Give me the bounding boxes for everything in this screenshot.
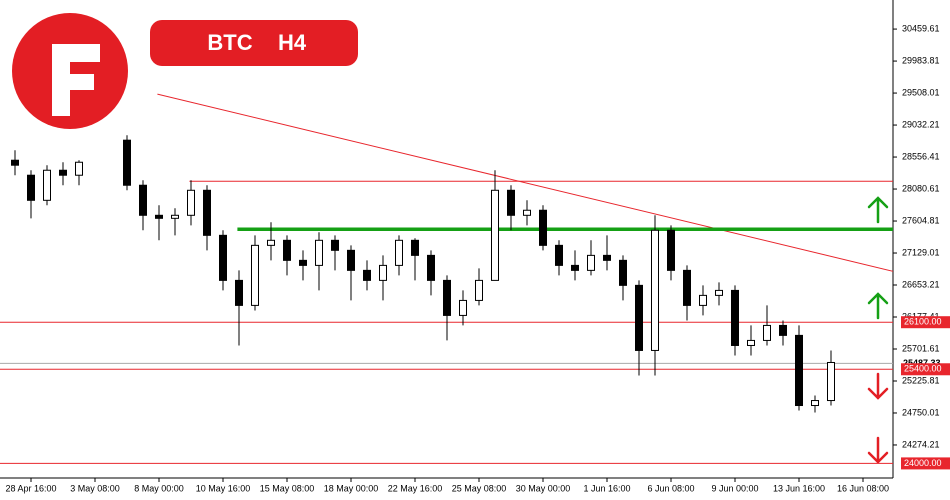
- x-tick-label: 15 May 08:00: [260, 483, 315, 493]
- candle-body: [635, 284, 643, 351]
- badge: [150, 20, 358, 66]
- candle-body: [411, 239, 419, 256]
- candle-body: [123, 139, 131, 186]
- x-tick-label: 22 May 16:00: [388, 483, 443, 493]
- candle-body: [219, 234, 227, 281]
- candle-body: [347, 249, 355, 271]
- x-tick-label: 25 May 08:00: [452, 483, 507, 493]
- level-label-box: [901, 316, 950, 329]
- candle-body: [779, 324, 787, 336]
- last-price-label: 25487.33: [903, 358, 941, 368]
- candle-body: [443, 279, 451, 316]
- candle-body: [587, 254, 595, 271]
- candle-body: [491, 189, 499, 281]
- candle-body: [27, 174, 35, 201]
- candle-body: [315, 239, 323, 266]
- candle-body: [43, 169, 51, 201]
- y-tick-label: 25225.81: [902, 375, 940, 385]
- candle-body: [603, 254, 611, 261]
- trend-line: [157, 93, 894, 272]
- candle-body: [667, 229, 675, 271]
- candle-body: [331, 239, 339, 251]
- y-tick-label: 29508.01: [902, 87, 940, 97]
- candle-body: [299, 259, 307, 266]
- candle-body: [11, 159, 19, 166]
- arrow-down: [867, 372, 889, 400]
- level-label: 26100.00: [904, 317, 942, 327]
- y-tick-label: 29983.81: [902, 55, 940, 65]
- candle-body: [171, 214, 179, 219]
- candle-body: [731, 289, 739, 346]
- candle-body: [795, 334, 803, 407]
- candle-body: [539, 209, 547, 246]
- candle-body: [427, 254, 435, 281]
- candle-body: [475, 279, 483, 301]
- badge-symbol: BTC: [207, 30, 252, 55]
- candle-body: [715, 289, 723, 296]
- y-tick-label: 30459.61: [902, 23, 940, 33]
- arrow-up: [867, 292, 889, 320]
- level-label: 25400.00: [904, 364, 942, 374]
- x-tick-label: 28 Apr 16:00: [5, 483, 56, 493]
- candle-body: [187, 189, 195, 216]
- candle-body: [459, 299, 467, 316]
- candle-body: [267, 239, 275, 246]
- signal-arrows: [867, 196, 889, 464]
- x-tick-label: 18 May 00:00: [324, 483, 379, 493]
- logo: [12, 13, 128, 129]
- candle-body: [251, 244, 259, 306]
- candle-body: [395, 239, 403, 266]
- candle-body: [683, 269, 691, 306]
- candle-body: [619, 259, 627, 286]
- x-tick-label: 1 Jun 16:00: [583, 483, 630, 493]
- candle-body: [747, 339, 755, 346]
- logo-letter: [52, 44, 100, 116]
- y-tick-label: 27129.01: [902, 247, 940, 257]
- candle-body: [363, 269, 371, 281]
- arrow-up: [867, 196, 889, 224]
- y-tick-label: 24274.21: [902, 439, 940, 449]
- x-tick-label: 8 May 00:00: [134, 483, 184, 493]
- y-tick-label: 24750.01: [902, 407, 940, 417]
- y-tick-label: 25701.61: [902, 343, 940, 353]
- candle-body: [203, 189, 211, 236]
- candle-body: [827, 361, 835, 402]
- x-tick-label: 30 May 00:00: [516, 483, 571, 493]
- candle-body: [699, 294, 707, 306]
- badge-timeframe: H4: [278, 30, 307, 55]
- candle-body: [235, 279, 243, 306]
- candle-body: [139, 184, 147, 216]
- candle-body: [811, 400, 819, 407]
- y-tick-label: 27604.81: [902, 215, 940, 225]
- candle-body: [571, 264, 579, 271]
- level-label-box: [901, 457, 950, 470]
- candle-body: [507, 189, 515, 216]
- x-tick-label: 10 May 16:00: [196, 483, 251, 493]
- candle-body: [523, 209, 531, 216]
- y-tick-label: 29032.21: [902, 119, 940, 129]
- level-label-box: [901, 363, 950, 376]
- candle-body: [59, 169, 67, 176]
- y-tick-label: 26653.21: [902, 279, 940, 289]
- candle-body: [651, 229, 659, 351]
- x-tick-label: 6 Jun 08:00: [647, 483, 694, 493]
- candle-body: [283, 239, 291, 261]
- candle-body: [763, 324, 771, 341]
- x-tick-label: 13 Jun 16:00: [773, 483, 825, 493]
- candle-body: [379, 264, 387, 281]
- x-tick-label: 3 May 08:00: [70, 483, 120, 493]
- arrow-down: [867, 436, 889, 464]
- y-tick-label: 28556.41: [902, 151, 940, 161]
- candle-body: [75, 161, 83, 176]
- x-tick-label: 9 Jun 00:00: [711, 483, 758, 493]
- y-tick-label: 28080.61: [902, 183, 940, 193]
- level-label: 24000.00: [904, 458, 942, 468]
- candle-body: [155, 214, 163, 219]
- candle-body: [555, 244, 563, 266]
- x-tick-label: 16 Jun 08:00: [837, 483, 889, 493]
